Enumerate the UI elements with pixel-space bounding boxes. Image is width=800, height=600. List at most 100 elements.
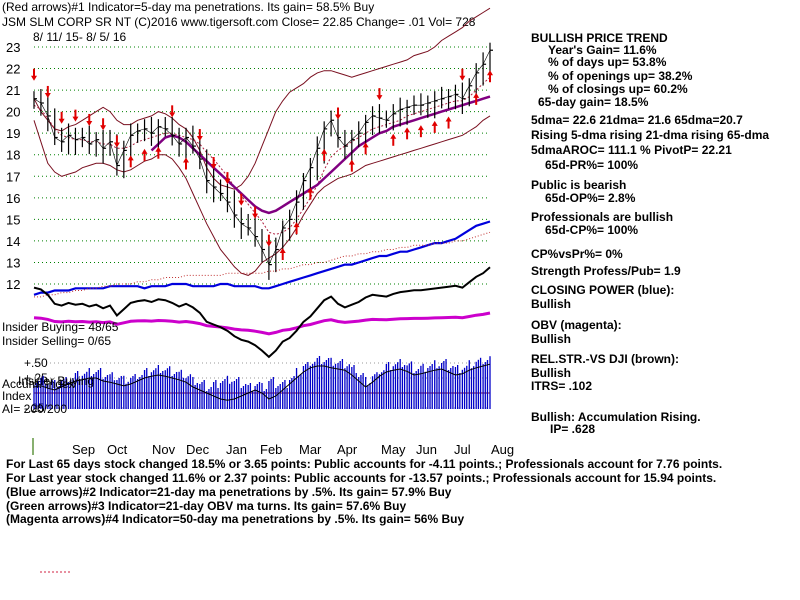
pr-line: 65d-PR%= 100% bbox=[545, 158, 639, 172]
month-axis: Sep Oct Nov Dec Jan Feb Mar Apr May Jun Jul Aug bbox=[72, 442, 514, 457]
relstr-label: REL.STR.-VS DJI (brown): bbox=[531, 352, 679, 366]
sell-arrow-head bbox=[459, 75, 466, 81]
dma-values: 5dma= 22.6 21dma= 21.6 65dma=20.7 bbox=[531, 113, 743, 127]
month-label: Apr bbox=[337, 442, 358, 457]
buy-arrow-head bbox=[362, 142, 369, 148]
buy-arrow-head bbox=[404, 127, 411, 133]
month-label: Mar bbox=[299, 442, 322, 457]
days-up: % of days up= 53.8% bbox=[548, 55, 667, 69]
years-gain: Year's Gain= 11.6% bbox=[548, 43, 657, 57]
sell-arrow-head bbox=[224, 179, 231, 185]
strength: Strength Profess/Pub= 1.9 bbox=[531, 264, 681, 278]
sell-arrow-head bbox=[113, 142, 120, 148]
cp-black-line bbox=[33, 266, 491, 359]
gain-65: 65-day gain= 18.5% bbox=[538, 95, 649, 109]
op-line: 65d-OP%= 2.8% bbox=[545, 191, 636, 205]
relstr-value: Bullish bbox=[531, 366, 572, 380]
indicator-3-caption: (Green arrows)#3 Indicator=21-day OBV ma… bbox=[6, 499, 407, 513]
buy-arrow-head bbox=[431, 120, 438, 126]
insider-buying-short-label: Insider Buying bbox=[18, 374, 95, 388]
upper-band-line bbox=[33, 7, 491, 190]
sell-arrow-head bbox=[169, 112, 176, 118]
sell-arrow-head bbox=[31, 75, 37, 81]
price-bars-layer bbox=[33, 42, 493, 280]
stock-header: JSM SLM CORP SR NT (C)2016 www.tigersoft… bbox=[2, 15, 476, 29]
buy-arrow-head bbox=[417, 125, 424, 131]
cpvspr: CP%vsPr%= 0% bbox=[531, 247, 623, 261]
accum-index-value: AI= 200/200 bbox=[2, 402, 68, 416]
sell-arrow-head bbox=[210, 164, 217, 170]
indicator-1-caption: (Red arrows)#1 Indicator=5-day ma penetr… bbox=[2, 0, 375, 14]
buy-arrow-head bbox=[279, 247, 286, 253]
buy-arrow-head bbox=[155, 146, 162, 152]
price-tick-label: 23 bbox=[6, 40, 20, 55]
footer-65day: For Last 65 days stock changed 18.5% or … bbox=[6, 457, 723, 471]
lower-band-line bbox=[33, 115, 491, 276]
price-tick-label: 15 bbox=[6, 212, 20, 227]
buy-arrow-head bbox=[321, 148, 328, 154]
ma65-line bbox=[150, 95, 491, 215]
buy-arrow-head bbox=[127, 155, 134, 161]
itrs: ITRS= .102 bbox=[531, 379, 593, 393]
accum-ma-line bbox=[33, 363, 491, 401]
buy-arrow-head bbox=[390, 133, 397, 139]
closing-power-value: Bullish bbox=[531, 297, 572, 311]
openings-up: % of openings up= 38.2% bbox=[548, 69, 693, 83]
ip-value: IP= .628 bbox=[550, 422, 596, 436]
month-label: Jan bbox=[226, 442, 247, 457]
sell-arrow-head bbox=[335, 114, 341, 120]
sell-arrow-head bbox=[100, 125, 107, 131]
month-label: Aug bbox=[491, 442, 514, 457]
closing-power-label: CLOSING POWER (blue): bbox=[531, 283, 675, 297]
accumulation-status: Bullish: Accumulation Rising. bbox=[531, 410, 701, 424]
accum-index-label: Accum. Index bbox=[2, 377, 75, 391]
insider-buying-label: Insider Buying= 48/65 bbox=[2, 320, 119, 334]
month-label: Jul bbox=[454, 442, 471, 457]
price-tick-label: 16 bbox=[6, 191, 20, 206]
accum-tick-label: +.50 bbox=[24, 356, 48, 370]
public-label: Public is bearish bbox=[531, 178, 627, 192]
buy-arrow-head bbox=[293, 222, 300, 228]
month-label: May bbox=[381, 442, 406, 457]
bands-layer bbox=[33, 7, 491, 276]
relative-strength-line bbox=[34, 231, 491, 298]
insider-selling-label: Insider Selling= 0/65 bbox=[2, 334, 112, 348]
month-label: Oct bbox=[107, 442, 128, 457]
sell-arrow-head bbox=[72, 116, 79, 122]
indicator-2-caption: (Blue arrows)#2 Indicator=21-day ma pene… bbox=[6, 485, 452, 499]
price-tick-label: 13 bbox=[6, 255, 20, 270]
price-tick-label: 21 bbox=[6, 83, 20, 98]
cp-line: 65d-CP%= 100% bbox=[545, 223, 639, 237]
rising-status: Rising 5-dma rising 21-dma rising 65-dma bbox=[531, 128, 770, 142]
lower-indicators-layer bbox=[33, 220, 491, 359]
buy-arrow-head bbox=[445, 116, 452, 122]
buy-arrow-head bbox=[141, 148, 148, 154]
obv-value: Bullish bbox=[531, 332, 572, 346]
sell-arrow-head bbox=[196, 136, 203, 142]
indicator-4-caption: (Magenta arrows)#4 Indicator=50-day ma p… bbox=[6, 512, 465, 526]
buy-arrow-head bbox=[348, 159, 355, 165]
month-label: Sep bbox=[72, 442, 95, 457]
month-label: Jun bbox=[416, 442, 437, 457]
accum-tick-label: +.25 bbox=[24, 371, 48, 385]
sell-arrow-head bbox=[238, 200, 245, 206]
price-tick-label: 19 bbox=[6, 126, 20, 141]
trend-title: BULLISH PRICE TREND bbox=[531, 31, 668, 45]
price-axis-labels: 23 22 21 20 19 18 17 16 15 14 13 12 bbox=[6, 40, 20, 292]
aroc-pivot: 5dmaAROC= 111.1 % PivotP= 22.21 bbox=[531, 143, 732, 157]
accum-index-word: Index bbox=[2, 389, 32, 403]
month-label: Feb bbox=[260, 442, 282, 457]
month-label: Nov bbox=[152, 442, 176, 457]
sell-arrow-head bbox=[252, 213, 259, 219]
price-tick-label: 18 bbox=[6, 148, 20, 163]
sell-arrow-head bbox=[44, 92, 51, 98]
sell-arrow-head bbox=[376, 95, 383, 101]
sell-arrow-head bbox=[58, 118, 65, 124]
obv-line bbox=[33, 311, 491, 336]
arrows-layer bbox=[31, 68, 493, 260]
month-label: Dec bbox=[186, 442, 210, 457]
price-tick-label: 12 bbox=[6, 277, 20, 292]
buy-arrow-head bbox=[487, 70, 493, 76]
closing-power-line bbox=[33, 220, 491, 296]
buy-arrow-head bbox=[307, 187, 314, 193]
